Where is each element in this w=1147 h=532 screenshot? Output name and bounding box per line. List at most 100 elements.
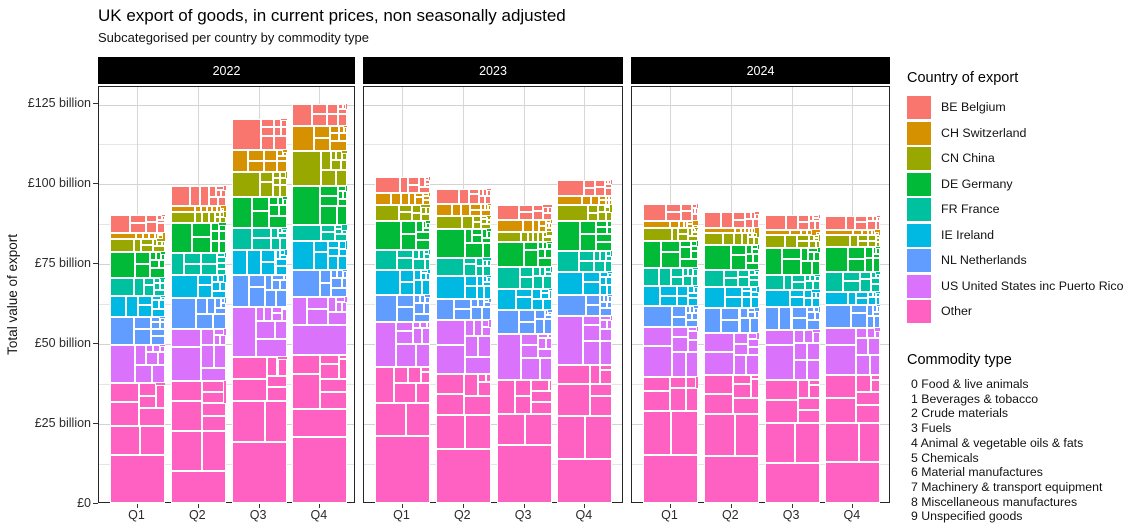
commodity-cell [110, 277, 134, 296]
commodity-cell [557, 384, 590, 417]
commodity-cell [557, 221, 580, 252]
commodity-cell [220, 298, 225, 304]
commodity-cell [871, 375, 881, 381]
commodity-cell [685, 351, 698, 377]
commodity-cell [271, 306, 282, 314]
segment-ie [292, 241, 348, 270]
commodity-cell [487, 188, 491, 190]
commodity-cell [282, 196, 287, 199]
commodity-cell [683, 275, 692, 287]
commodity-cell [817, 229, 820, 231]
commodity-cell [197, 275, 212, 286]
commodity-cell [138, 395, 157, 409]
commodity-cell [345, 241, 348, 249]
segment-fr [825, 271, 881, 292]
commodity-cell [856, 298, 868, 306]
segment-fr [170, 253, 226, 276]
commodity-cell [878, 231, 881, 235]
commodity-cell [806, 312, 815, 321]
commodity-cell [812, 297, 820, 307]
commodity-cell [133, 277, 144, 296]
x-axis-label: Q3 [514, 508, 532, 522]
commodity-cell [209, 186, 216, 198]
commodity-cell [337, 190, 343, 199]
commodity-cell [734, 233, 742, 246]
commodity-cell [473, 319, 482, 336]
commodity-cell [153, 345, 161, 353]
commodity-cell [486, 276, 491, 283]
commodity-cell [394, 382, 416, 404]
commodity-cell [738, 269, 750, 277]
commodity-cell [277, 196, 283, 205]
commodity-cell [792, 281, 805, 291]
commodity-cell [703, 286, 725, 309]
commodity-cell [876, 216, 881, 221]
commodity-cell [818, 248, 820, 252]
commodity-cell [421, 371, 430, 383]
commodity-cell [231, 378, 268, 402]
commodity-cell [596, 242, 613, 252]
commodity-cell [550, 231, 552, 235]
y-axis-label: £0 [77, 495, 91, 510]
segment-ie [825, 291, 881, 306]
commodity-cell [219, 240, 226, 254]
commodity-cell [422, 227, 430, 233]
segment-other [643, 376, 698, 503]
commodity-cell [804, 290, 813, 298]
commodity-cell [797, 214, 810, 223]
commodity-cell [280, 126, 287, 136]
commodity-cell [292, 374, 321, 410]
commodity-cell [825, 422, 860, 462]
commodity-cell [855, 337, 869, 355]
commodity-cell [320, 364, 339, 379]
commodity-cell [435, 275, 466, 300]
commodity-cell [338, 104, 343, 109]
commodity-cell [681, 204, 692, 212]
commodity-cell [764, 229, 791, 235]
segment-ch [643, 221, 698, 228]
commodity-cell [804, 280, 814, 291]
commodity-cell [252, 196, 269, 211]
commodity-cell [812, 332, 820, 344]
commodity-cell [481, 237, 491, 244]
commodity-cell [223, 207, 226, 212]
commodity-cell [538, 258, 552, 267]
commodity-cell [483, 243, 491, 258]
commodity-cell [277, 160, 287, 172]
commodity-cell [538, 333, 549, 339]
segment-de [825, 246, 881, 272]
commodity-cell [738, 276, 750, 287]
commodity-cell [538, 231, 544, 242]
commodity-cell [803, 330, 813, 344]
commodity-cell [259, 181, 273, 197]
commodity-cell [754, 212, 759, 214]
bar-2024-Q4 [825, 215, 881, 503]
commodity-cell [733, 375, 752, 385]
commodity-cell [170, 298, 197, 330]
commodity-cell [314, 252, 329, 270]
commodity-cell [808, 380, 820, 385]
commodity-cell [599, 301, 607, 309]
commodity-cell [796, 234, 809, 242]
grid-major-line [364, 184, 622, 186]
commodity-cell [683, 221, 688, 228]
commodity-cell [749, 275, 759, 281]
commodity-cell [419, 177, 425, 188]
commodity-cell [659, 268, 672, 287]
commodity-cell [852, 229, 863, 235]
commodity-cell [280, 178, 287, 185]
commodity-cell [871, 277, 881, 285]
segment-us [110, 345, 165, 384]
segment-de [557, 221, 613, 252]
commodity-cell [421, 279, 430, 295]
commodity-cell [328, 247, 339, 256]
commodity-cell [285, 171, 287, 179]
commodity-cell [282, 228, 287, 230]
commodity-cell [149, 259, 160, 269]
commodity-cell [223, 212, 226, 217]
commodity-cell [734, 228, 742, 234]
commodity-cell [551, 266, 552, 272]
bar-2023-Q4 [557, 179, 613, 503]
commodity-cell [110, 345, 135, 384]
commodity-cell [312, 104, 328, 115]
